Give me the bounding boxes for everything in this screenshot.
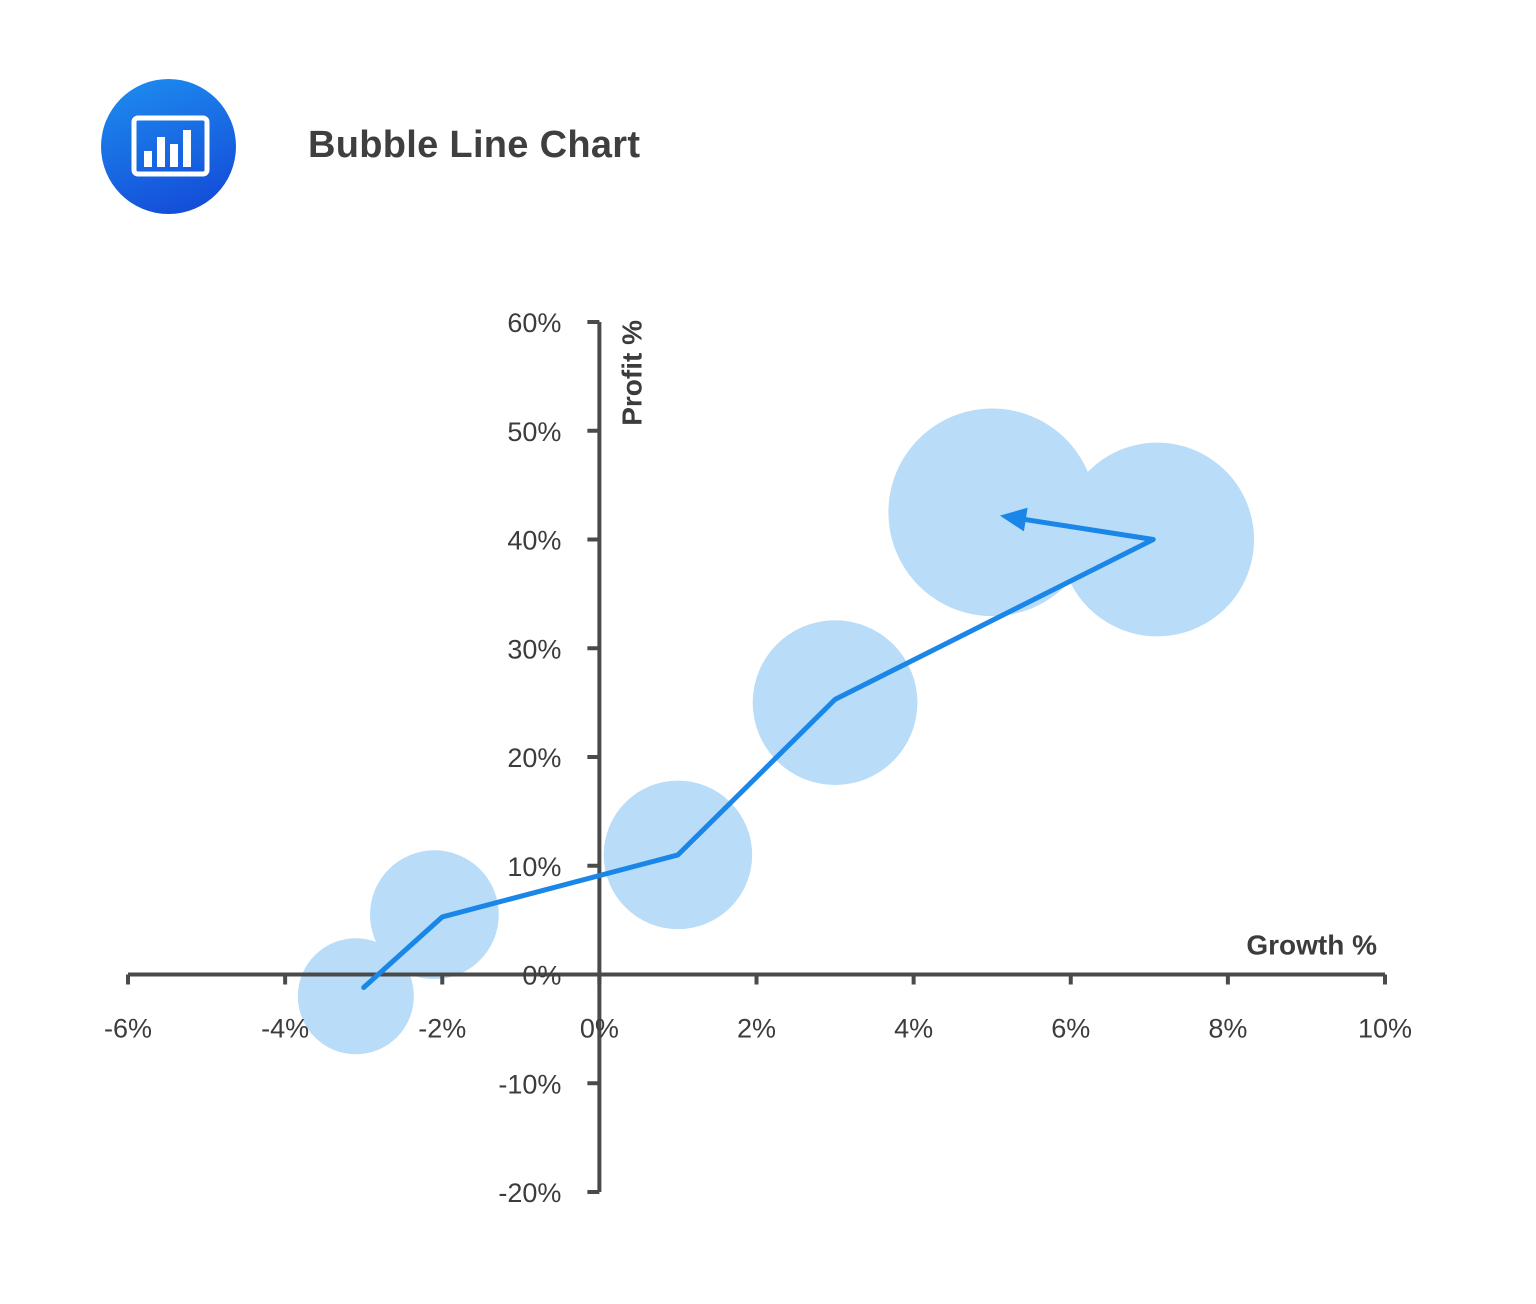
y-tick-label: 10% (507, 852, 561, 882)
y-tick-label: 40% (507, 526, 561, 556)
series-line (361, 516, 1156, 990)
arrow-head (1000, 507, 1028, 532)
x-tick-label: 4% (894, 1014, 933, 1044)
y-tick-label: 30% (507, 634, 561, 664)
x-tick-label: -2% (418, 1014, 466, 1044)
y-tick-label: -20% (498, 1178, 561, 1208)
y-axis-title: Profit % (616, 320, 647, 426)
chart-title: Bubble Line Chart (308, 124, 641, 166)
y-tick-label: 0% (522, 961, 561, 991)
y-tick-label: 60% (507, 308, 561, 338)
bubble-6 (1060, 442, 1255, 637)
x-tick-label: 2% (737, 1014, 776, 1044)
bar-chart-icon (101, 79, 236, 214)
y-tick-label: 20% (507, 743, 561, 773)
x-tick-label: 0% (580, 1014, 619, 1044)
x-axis-title: Growth % (1246, 930, 1377, 961)
x-tick-label: -4% (261, 1014, 309, 1044)
y-tick-label: 50% (507, 417, 561, 447)
bubble-group (297, 408, 1255, 1055)
bubble-5 (888, 408, 1097, 617)
bubble-2 (370, 850, 499, 980)
x-tick-label: 10% (1358, 1014, 1412, 1044)
x-tick-label: 8% (1208, 1014, 1247, 1044)
y-tick-label: -10% (498, 1069, 561, 1099)
x-tick-label: -6% (104, 1014, 152, 1044)
x-tick-label: 6% (1051, 1014, 1090, 1044)
